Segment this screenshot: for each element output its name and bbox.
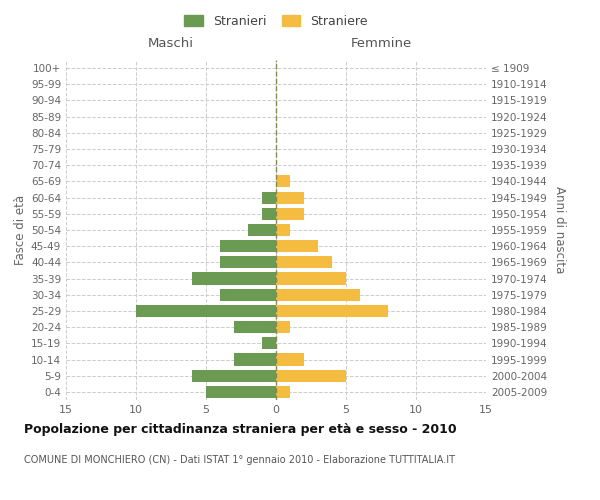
Bar	[276, 208, 304, 220]
Bar	[276, 354, 304, 366]
Bar	[276, 272, 346, 284]
Bar	[192, 370, 276, 382]
Text: Femmine: Femmine	[350, 38, 412, 51]
Bar	[276, 256, 332, 268]
Bar	[220, 288, 276, 301]
Bar	[276, 321, 290, 333]
Text: Popolazione per cittadinanza straniera per età e sesso - 2010: Popolazione per cittadinanza straniera p…	[24, 422, 457, 436]
Bar	[276, 288, 360, 301]
Bar	[234, 354, 276, 366]
Bar	[262, 338, 276, 349]
Bar	[206, 386, 276, 398]
Bar	[276, 192, 304, 203]
Bar	[220, 256, 276, 268]
Bar	[276, 305, 388, 317]
Bar	[136, 305, 276, 317]
Y-axis label: Fasce di età: Fasce di età	[14, 195, 27, 265]
Bar	[262, 208, 276, 220]
Bar	[234, 321, 276, 333]
Bar	[220, 240, 276, 252]
Legend: Stranieri, Straniere: Stranieri, Straniere	[181, 11, 371, 32]
Bar	[262, 192, 276, 203]
Bar	[248, 224, 276, 236]
Bar	[276, 224, 290, 236]
Bar	[276, 386, 290, 398]
Bar	[276, 370, 346, 382]
Y-axis label: Anni di nascita: Anni di nascita	[553, 186, 566, 274]
Bar	[192, 272, 276, 284]
Bar	[276, 176, 290, 188]
Bar	[276, 240, 318, 252]
Text: COMUNE DI MONCHIERO (CN) - Dati ISTAT 1° gennaio 2010 - Elaborazione TUTTITALIA.: COMUNE DI MONCHIERO (CN) - Dati ISTAT 1°…	[24, 455, 455, 465]
Text: Maschi: Maschi	[148, 38, 194, 51]
